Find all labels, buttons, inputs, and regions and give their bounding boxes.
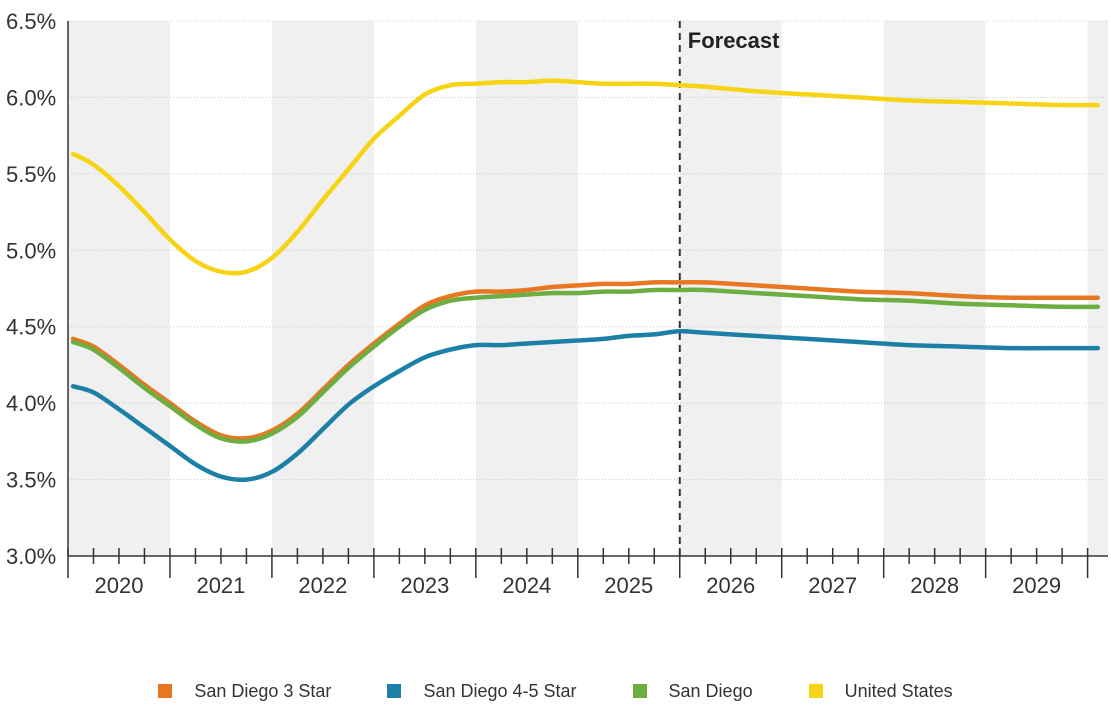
x-tick-label: 2026	[706, 573, 755, 598]
legend-label: United States	[844, 680, 953, 701]
x-axis-tick-labels: 2020 2021 2022 2023 2024 2025 2026 2027 2028 2029	[95, 573, 1062, 598]
legend-item: San Diego 4-5 Star	[387, 680, 577, 702]
axes	[67, 21, 1108, 578]
y-tick-label: 4.0%	[6, 391, 56, 416]
y-tick-label: 5.5%	[6, 162, 56, 187]
year-band	[883, 21, 986, 556]
year-band	[271, 21, 374, 556]
x-tick-label: 2020	[95, 573, 144, 598]
series-line-san-diego	[70, 287, 1101, 444]
y-tick-label: 6.0%	[6, 85, 56, 110]
legend-label: San Diego 4-5 Star	[423, 680, 577, 701]
series-line-san-diego-4-5-star	[70, 328, 1101, 483]
gridlines	[68, 20, 1108, 481]
y-axis-tick-labels: 3.0% 3.5% 4.0% 4.5% 5.0% 5.5% 6.0% 6.5%	[6, 9, 56, 569]
y-tick-label: 4.5%	[6, 315, 56, 340]
x-tick-label: 2021	[196, 573, 245, 598]
year-band	[1087, 21, 1108, 556]
x-tick-label: 2024	[502, 573, 551, 598]
year-bands	[68, 21, 1108, 556]
x-tick-label: 2028	[910, 573, 959, 598]
legend-label: San Diego	[668, 680, 753, 701]
x-tick-label: 2025	[604, 573, 653, 598]
legend-swatch	[632, 684, 647, 698]
legend-item: San Diego 3 Star	[158, 681, 331, 702]
legend: San Diego 3 Star San Diego 4-5 Star San Di…	[0, 677, 1111, 705]
legend-swatch	[387, 684, 402, 698]
legend-item: United States	[808, 680, 953, 702]
x-tick-label: 2029	[1012, 573, 1061, 598]
legend-swatch	[158, 684, 173, 698]
y-tick-label: 3.5%	[6, 468, 56, 493]
y-tick-label: 5.0%	[6, 238, 56, 263]
x-tick-label: 2027	[808, 573, 857, 598]
series-layer	[70, 78, 1101, 483]
x-tick-label: 2023	[400, 573, 449, 598]
x-tick-label: 2022	[298, 573, 347, 598]
legend-item: San Diego	[632, 680, 753, 702]
forecast-label: Forecast	[688, 28, 780, 53]
series-line-san-diego-3-star	[70, 279, 1101, 441]
y-tick-label: 3.0%	[6, 544, 56, 569]
series-line-united-states	[70, 78, 1101, 276]
legend-label: San Diego 3 Star	[194, 680, 332, 701]
legend-swatch	[808, 684, 823, 698]
year-band	[68, 21, 170, 556]
y-tick-label: 6.5%	[6, 9, 56, 34]
